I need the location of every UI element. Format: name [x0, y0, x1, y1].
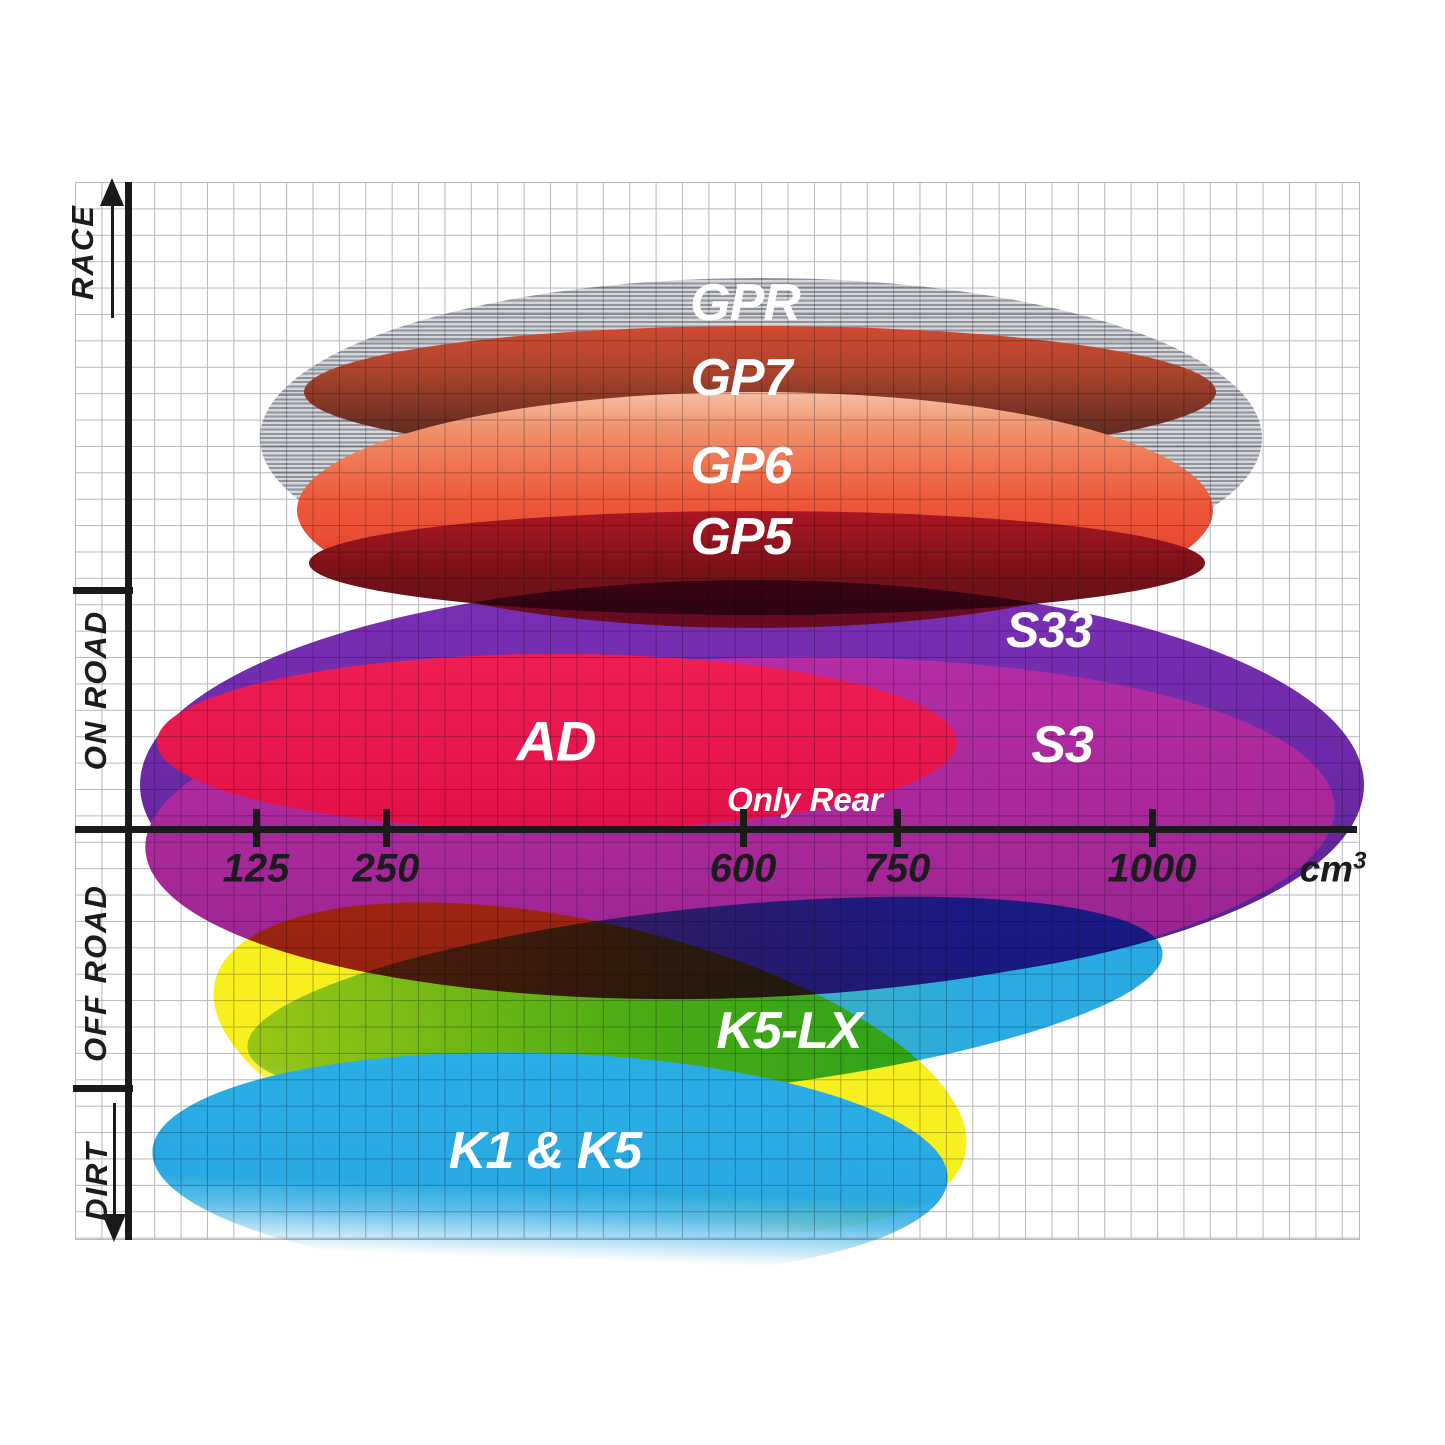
zone-label-race: RACE — [65, 204, 100, 300]
ad-label: AD — [516, 709, 597, 773]
zone-divider-offroad-dirt — [73, 1085, 133, 1092]
x-tick-600 — [739, 809, 747, 847]
x-tick-750 — [893, 809, 901, 847]
race-arrow-up-icon — [100, 178, 124, 206]
s3-label: S3 — [1031, 716, 1094, 774]
k1k5-label: K1 & K5 — [448, 1122, 642, 1180]
x-axis-unit-label: cm3 — [1299, 847, 1367, 890]
race-arrow-line — [111, 206, 114, 318]
only-rear-label: Only Rear — [727, 781, 883, 818]
gp7-label: GP7 — [690, 349, 792, 407]
gp6-label: GP6 — [690, 437, 792, 495]
x-tick-label-750: 750 — [863, 846, 931, 891]
zone-label-off-road: OFF ROAD — [78, 884, 113, 1062]
x-tick-250 — [382, 809, 390, 847]
zone-label-dirt: DIRT — [79, 1141, 114, 1221]
gp5-label: GP5 — [690, 508, 792, 566]
k5lx-label: K5-LX — [716, 1002, 862, 1060]
zone-divider-race-onroad — [73, 587, 133, 594]
x-tick-label-600: 600 — [709, 846, 777, 891]
x-tick-125 — [252, 809, 260, 847]
x-tick-label-1000: 1000 — [1107, 846, 1197, 891]
y-axis-line — [125, 182, 132, 1240]
zone-label-on-road: ON ROAD — [78, 609, 113, 771]
x-tick-label-125: 125 — [222, 846, 290, 891]
gpr-label: GPR — [690, 274, 801, 332]
x-axis-line — [75, 826, 1357, 833]
x-tick-1000 — [1148, 809, 1156, 847]
s33-label: S33 — [1006, 602, 1093, 658]
x-tick-label-250: 250 — [352, 846, 420, 891]
